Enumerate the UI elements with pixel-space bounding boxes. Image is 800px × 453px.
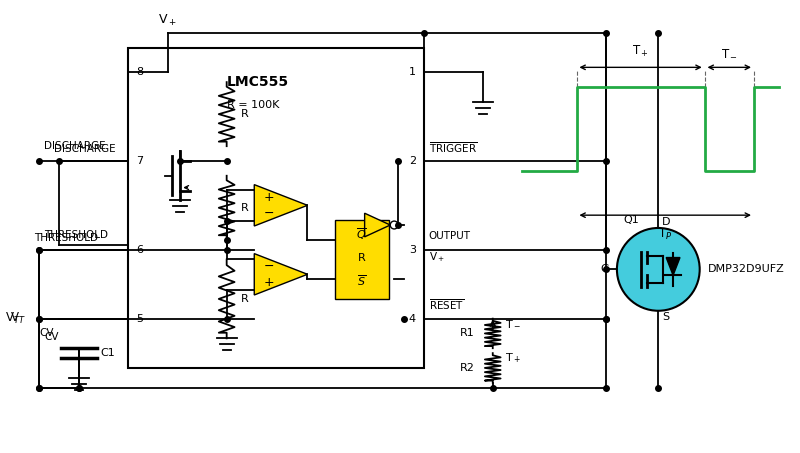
Text: OUTPUT: OUTPUT bbox=[429, 231, 470, 241]
Text: R = 100K: R = 100K bbox=[226, 100, 279, 110]
Text: DMP32D9UFZ: DMP32D9UFZ bbox=[707, 265, 784, 275]
Bar bbox=[335, 220, 390, 299]
Text: Q1: Q1 bbox=[624, 215, 639, 225]
Circle shape bbox=[390, 221, 398, 229]
Text: V$_T$: V$_T$ bbox=[5, 311, 21, 326]
Text: 1: 1 bbox=[409, 67, 416, 77]
Text: R: R bbox=[241, 294, 248, 304]
Polygon shape bbox=[365, 213, 390, 237]
Text: 2: 2 bbox=[409, 156, 416, 166]
Text: DISCHARGE: DISCHARGE bbox=[44, 141, 106, 151]
Text: V$_+$: V$_+$ bbox=[158, 13, 177, 28]
Text: 4: 4 bbox=[409, 313, 416, 323]
Text: 3: 3 bbox=[409, 245, 416, 255]
Text: −: − bbox=[264, 260, 274, 273]
Text: +: + bbox=[264, 191, 274, 204]
Text: $\overline{\rm RESET}$: $\overline{\rm RESET}$ bbox=[429, 298, 464, 312]
Text: D: D bbox=[662, 217, 670, 227]
Text: $\overline{S}$: $\overline{S}$ bbox=[357, 274, 366, 289]
Text: 5: 5 bbox=[136, 313, 143, 323]
Text: R: R bbox=[241, 203, 248, 213]
Text: THRESHOLD: THRESHOLD bbox=[34, 233, 98, 243]
Text: V$_T$: V$_T$ bbox=[10, 311, 26, 326]
Text: THRESHOLD: THRESHOLD bbox=[44, 230, 108, 240]
Text: T$_-$: T$_-$ bbox=[721, 47, 738, 59]
Text: R: R bbox=[358, 252, 366, 263]
Text: T$_-$: T$_-$ bbox=[505, 318, 521, 329]
Text: G: G bbox=[601, 265, 609, 275]
Text: R: R bbox=[241, 109, 248, 119]
Text: $\overline{\rm TRIGGER}$: $\overline{\rm TRIGGER}$ bbox=[429, 140, 477, 154]
Text: $\overline{Q}$: $\overline{Q}$ bbox=[356, 226, 367, 242]
Text: T$_+$: T$_+$ bbox=[505, 351, 521, 365]
Polygon shape bbox=[666, 258, 680, 275]
Text: V$_+$: V$_+$ bbox=[429, 251, 445, 265]
Bar bbox=[128, 48, 424, 368]
Text: C1: C1 bbox=[101, 348, 115, 358]
Text: +: + bbox=[264, 276, 274, 289]
Text: T$_+$: T$_+$ bbox=[632, 44, 649, 59]
Text: 8: 8 bbox=[136, 67, 143, 77]
Circle shape bbox=[617, 228, 700, 311]
Text: 7: 7 bbox=[136, 156, 143, 166]
Text: −: − bbox=[264, 207, 274, 220]
Text: S: S bbox=[662, 312, 670, 322]
Text: CV: CV bbox=[39, 328, 54, 338]
Text: R2: R2 bbox=[460, 363, 475, 373]
Text: LMC555: LMC555 bbox=[226, 75, 289, 89]
Polygon shape bbox=[254, 254, 307, 295]
Polygon shape bbox=[254, 185, 307, 226]
Text: 6: 6 bbox=[136, 245, 143, 255]
Text: R1: R1 bbox=[460, 328, 475, 338]
Text: CV: CV bbox=[44, 333, 59, 342]
Text: DISCHARGE: DISCHARGE bbox=[54, 144, 116, 154]
Text: T$_P$: T$_P$ bbox=[658, 227, 672, 242]
